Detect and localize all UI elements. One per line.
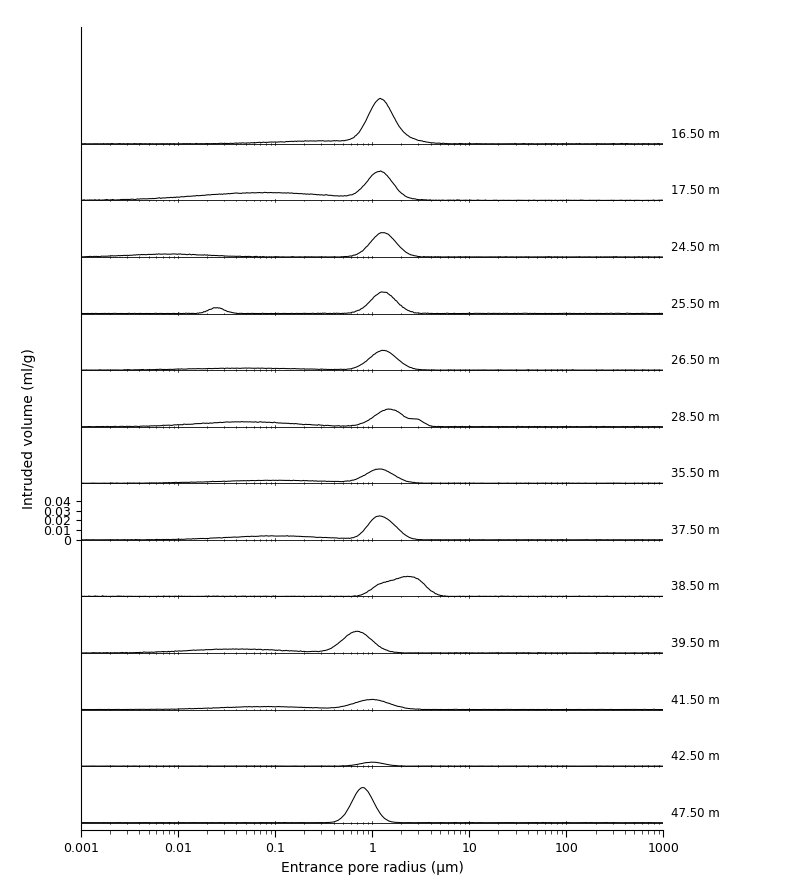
Text: 16.50 m: 16.50 m — [671, 128, 720, 141]
Text: 47.50 m: 47.50 m — [671, 806, 720, 820]
Text: 41.50 m: 41.50 m — [671, 694, 720, 706]
Text: 25.50 m: 25.50 m — [671, 297, 720, 311]
Text: 42.50 m: 42.50 m — [671, 750, 720, 764]
Text: 17.50 m: 17.50 m — [671, 185, 720, 197]
Text: 24.50 m: 24.50 m — [671, 241, 720, 254]
Text: 37.50 m: 37.50 m — [671, 524, 720, 537]
Y-axis label: Intruded volume (ml/g): Intruded volume (ml/g) — [23, 348, 36, 509]
Text: 38.50 m: 38.50 m — [671, 580, 719, 594]
Text: 35.50 m: 35.50 m — [671, 467, 719, 480]
Text: 26.50 m: 26.50 m — [671, 355, 720, 367]
X-axis label: Entrance pore radius (μm): Entrance pore radius (μm) — [281, 861, 464, 875]
Text: 28.50 m: 28.50 m — [671, 411, 720, 424]
Text: 39.50 m: 39.50 m — [671, 637, 720, 650]
